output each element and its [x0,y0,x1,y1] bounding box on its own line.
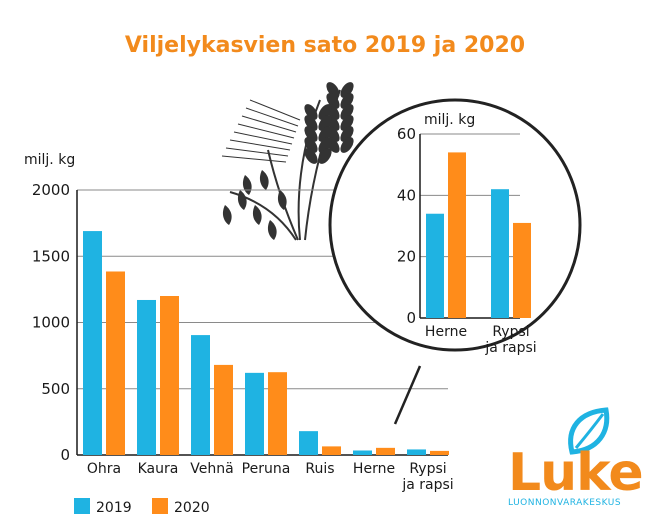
main-chart: milj. kg 0 500 1000 1500 2000 Ohra Kaura Vehnä… [24,152,454,493]
x-category-label: Herne [353,461,395,477]
inset-y-tick-labels: 0 20 40 60 [397,125,416,327]
bar-2019-rypsi-ja-rapsi [407,449,426,455]
wheat-kernel [318,104,332,120]
bar-2020-rypsi-ja-rapsi [513,222,531,318]
wheat-kernel [318,126,332,142]
bar-2020-vehnä [214,364,233,455]
legend-swatch-2020 [152,498,168,514]
wheat-awn [237,123,295,139]
oat-spikelet [267,220,277,240]
bar-2020-peruna [268,372,287,455]
wheat-kernel [304,126,318,142]
oat-spikelet [259,170,269,190]
bar-2020-rypsi-ja-rapsi [430,450,449,455]
wheat-kernel [340,137,354,153]
oat-spikelet [252,205,262,225]
bar-2019-ohra [83,231,102,455]
inset-bars [426,152,531,318]
x-category-label: Ohra [87,461,121,477]
bar-2019-herne [353,450,372,455]
wheat-kernel [340,82,354,98]
wheat-kernel [304,137,318,153]
y-tick-label: 1500 [32,247,70,265]
wheat-kernel [340,126,354,142]
bar-2020-kaura [160,296,179,455]
main-y-tick-labels: 0 500 1000 1500 2000 [32,181,70,464]
legend: 2019 2020 [74,498,210,516]
bar-2019-vehnä [191,335,210,455]
wheat-kernel [304,148,318,164]
wheat-kernel [340,104,354,120]
y-tick-label: 1000 [32,314,70,332]
wheat-kernel [304,115,318,131]
y-tick-label: 40 [397,186,416,204]
bar-2019-peruna [245,372,264,455]
x-category-label: Vehnä [190,461,233,477]
wheat-awn [249,99,301,121]
wheat-awn [233,131,293,145]
bar-2020-herne [448,152,466,318]
y-tick-label: 500 [41,380,70,398]
bar-2019-ruis [299,431,318,455]
wheat-kernel [340,93,354,109]
leaf-icon [568,407,610,455]
main-y-unit: milj. kg [24,152,75,168]
logo-wordmark: Luke [508,443,643,503]
bar-2020-herne [376,447,395,455]
bar-2019-herne [426,213,444,318]
x-category-label: Kaura [138,461,179,477]
bar-2019-rypsi-ja-rapsi [491,189,509,318]
logo-subtitle: LUONNONVARAKESKUS [508,498,621,508]
wheat-kernel [340,115,354,131]
legend-label-2019: 2019 [96,500,132,516]
wheat-kernel [326,93,340,109]
x-category-label: ja rapsi [484,340,536,356]
inset-y-unit: milj. kg [424,112,475,128]
legend-swatch-2019 [74,498,90,514]
y-tick-label: 2000 [32,181,70,199]
stem [229,191,297,241]
x-category-label: Peruna [242,461,291,477]
oat-spikelet [242,175,252,195]
x-category-label: Rypsi [492,324,529,340]
x-category-label: Herne [425,324,467,340]
wheat-kernel [318,137,332,153]
legend-label-2020: 2020 [174,500,210,516]
zoom-pointer-line [393,365,422,425]
bar-2020-ruis [322,446,341,455]
wheat-kernel [318,148,332,164]
leaf-vein [574,413,605,449]
wheat-awn [241,115,297,133]
x-category-label: Rypsi [409,461,446,477]
y-tick-label: 60 [397,125,416,143]
oat-spikelet [277,190,287,210]
wheat-awn [245,107,299,127]
y-tick-label: 20 [397,248,416,266]
x-category-label: Ruis [305,461,334,477]
bar-2019-kaura [137,299,156,455]
wheat-awn [229,139,291,151]
grain-ears-illustration [221,82,354,241]
wheat-kernel [304,104,318,120]
oat-spikelet [237,190,247,210]
wheat-awn [221,155,287,163]
oat-spikelet [222,205,232,225]
luke-logo: Luke LUONNONVARAKESKUS [508,407,644,508]
x-category-label: ja rapsi [401,477,453,493]
y-tick-label: 0 [60,446,70,464]
wheat-kernel [326,82,340,98]
wheat-awn [225,147,289,157]
bar-2020-ohra [106,271,125,455]
y-tick-label: 0 [406,309,416,327]
chart-title: Viljelykasvien sato 2019 ja 2020 [125,33,525,58]
leaf-outline [568,407,610,455]
main-bars [83,231,449,455]
wheat-kernel [318,115,332,131]
